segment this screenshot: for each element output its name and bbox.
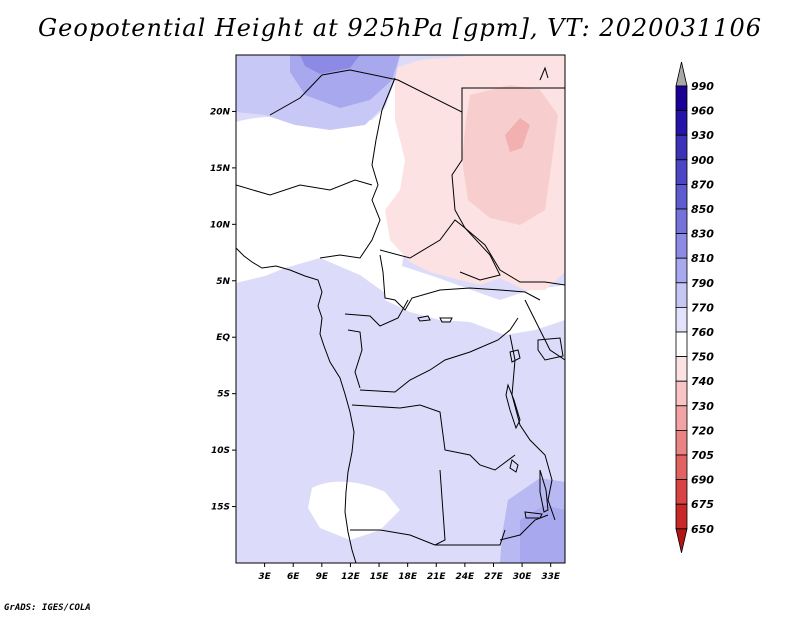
lat-tick-label: 15N [210,164,231,174]
legend-swatch [675,429,688,456]
legend-swatch [675,282,688,308]
legend-swatch [675,405,688,431]
river-lake-segment [439,317,453,323]
field-760-770-north [236,70,420,300]
lon-tick-label: 9E [316,572,329,582]
lake-albert [509,349,521,363]
legend-top-arrow [675,61,688,87]
legend-level-label: 960 [691,105,714,118]
legend-level-label: 705 [691,449,714,462]
software-credit: GrADS: IGES/COLA [4,603,91,613]
borders [236,66,565,563]
lake-tanganyika [505,383,521,430]
legend-level-label: 730 [691,400,714,413]
legend-swatch [675,356,688,382]
lon-tick-label: 15E [370,572,390,582]
legend-swatch [675,85,688,112]
field-760-770-south [308,481,400,540]
field-830-850 [300,55,360,74]
namibia-border [350,529,436,546]
niger-southern-border [236,179,373,196]
drc-angola-border [351,404,516,471]
lon-tick-label: 30E [513,572,533,582]
legend-swatch [675,233,688,259]
field-730-740 [505,118,530,152]
lon-tick-label: 24E [456,572,476,582]
lake-mweru [509,459,519,473]
legend-level-label: 810 [691,252,714,265]
field-740-750 [462,85,558,225]
atlantic-coastline [236,247,357,563]
drc-north-border [359,317,519,393]
legend-level-label: 930 [691,129,714,142]
lake-malawi [539,469,549,513]
legend-swatch [675,134,688,161]
legend-swatch [675,257,688,284]
legend-level-label: 790 [691,277,714,290]
lat-tick-label: 20N [210,107,231,117]
longitude-axis: 3E 6E 9E 12E 15E 18E 21E 24E 27E 30E 33E [258,563,561,582]
gabon-congo-border [347,329,363,389]
lat-tick-label: 5N [216,277,230,287]
east-rift-border [509,334,556,521]
lat-tick-label: EQ [216,333,230,343]
legend-level-label: 690 [691,474,714,487]
cameroon-gabon-border [344,299,409,327]
legend-swatch [675,380,688,407]
lon-tick-label: 27E [484,572,504,582]
lat-tick-label: 10S [211,446,230,456]
lat-tick-label: 5S [217,390,230,400]
lake-victoria [537,337,564,361]
lakes [417,315,564,519]
legend-swatch [675,159,688,185]
field-810-830-south [520,505,565,563]
legend-swatch [675,110,688,136]
legend-swatch [675,306,688,333]
lon-tick-label: 6E [287,572,300,582]
car-congo-border [379,254,541,311]
chart-title: Geopotential Height at 925hPa [gpm], VT:… [38,14,762,42]
chad-border [321,69,501,281]
legend-level-label: 870 [691,178,714,191]
nigeria-niger-border [319,77,396,259]
zambia-mozambique-border [499,514,549,541]
legend-level-label: 900 [691,154,714,167]
legend-swatch [675,208,688,235]
car-sudan-border [379,219,565,286]
lon-tick-label: 3E [258,572,271,582]
legend-swatch [675,454,688,481]
sinai-edge [539,66,549,81]
lon-tick-label: 12E [341,572,361,582]
legend-level-label: 675 [691,498,714,511]
legend-level-label: 850 [691,203,714,216]
legend-level-label: 830 [691,228,714,241]
legend-level-label: 750 [691,351,714,364]
lon-tick-label: 33E [541,572,561,582]
lon-tick-label: 21E [427,572,447,582]
legend-level-label: 760 [691,326,714,339]
legend-level-label: 990 [691,80,714,93]
map-frame [235,54,566,564]
legend-swatch [675,183,688,210]
height-field [236,55,565,563]
latitude-axis: 20N 15N 10N 5N EQ 5S 10S 15S [210,107,236,513]
lon-tick-label: 18E [398,572,418,582]
lat-tick-label: 15S [211,503,230,513]
algeria-border [269,74,323,116]
lake-mai-ndombe [417,315,431,322]
color-legend: 990 960 930 900 870 850 830 810 790 770 760 750 740 7… [675,61,714,553]
legend-swatch [675,503,688,530]
legend-swatch [675,479,688,505]
libya-border [461,87,565,112]
lake-kariba [524,511,543,519]
legend-level-label: 720 [691,424,714,437]
legend-swatch [675,331,688,358]
lat-tick-label: 10N [210,220,231,230]
uganda-kenya-border [524,299,565,361]
legend-level-label: 740 [691,375,714,388]
legend-level-label: 650 [691,523,714,536]
legend-bottom-arrow [675,528,688,553]
legend-level-label: 770 [691,301,714,314]
